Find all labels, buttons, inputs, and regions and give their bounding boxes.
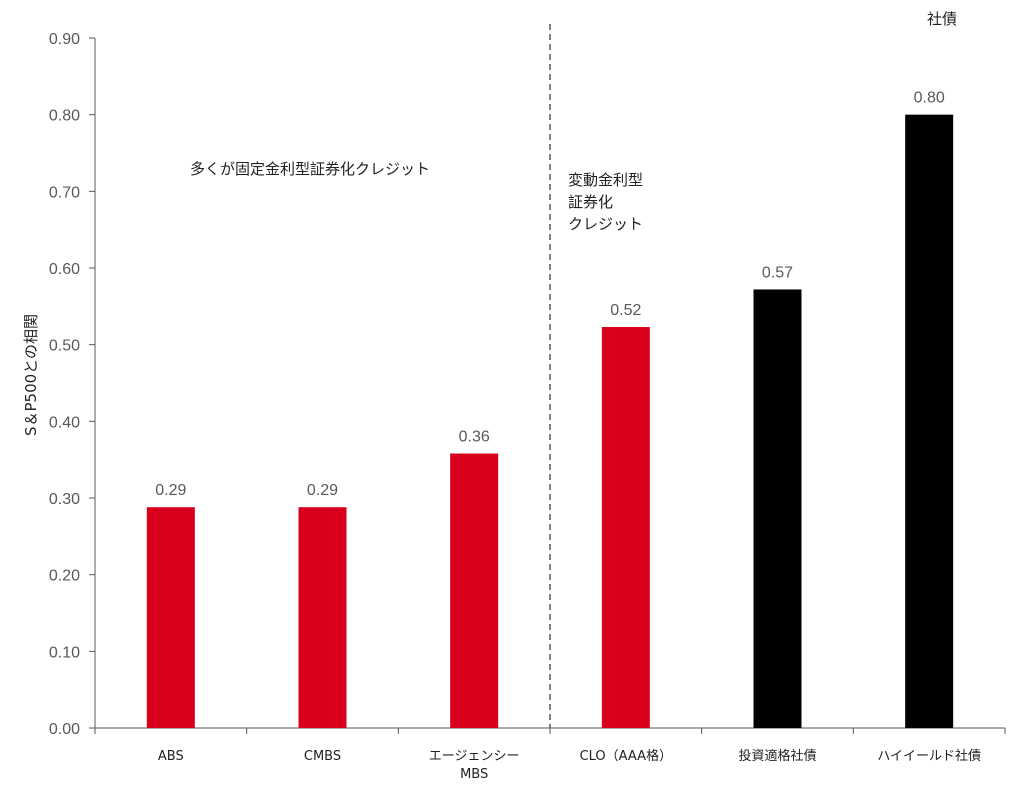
x-category-label: エージェンシー bbox=[429, 749, 520, 764]
x-category-label: MBS bbox=[460, 767, 488, 782]
bar bbox=[753, 289, 802, 728]
y-tick-label: 0.10 bbox=[49, 644, 80, 661]
bar bbox=[905, 114, 954, 728]
bar bbox=[146, 507, 195, 728]
y-tick-label: 0.00 bbox=[49, 721, 80, 738]
y-tick-label: 0.30 bbox=[49, 491, 80, 508]
x-category-label: 投資適格社債 bbox=[738, 748, 816, 764]
x-category-label: ABS bbox=[158, 749, 184, 764]
annotation-text: 社債 bbox=[927, 10, 957, 28]
value-label: 0.52 bbox=[610, 302, 641, 319]
value-label: 0.29 bbox=[155, 482, 186, 499]
y-tick-label: 0.40 bbox=[49, 414, 80, 431]
bar bbox=[298, 507, 347, 728]
annotation-text: 証券化 bbox=[568, 193, 613, 211]
x-category-label: ハイイールド社債 bbox=[877, 748, 981, 764]
annotation-text: 変動金利型 bbox=[568, 171, 643, 189]
value-label: 0.36 bbox=[459, 429, 490, 446]
y-tick-label: 0.80 bbox=[49, 108, 80, 125]
y-tick-label: 0.60 bbox=[49, 261, 80, 278]
y-tick-label: 0.90 bbox=[49, 31, 80, 48]
x-category-label: CLO（AAA格） bbox=[580, 748, 673, 764]
value-label: 0.29 bbox=[307, 482, 338, 499]
annotation-text: 多くが固定金利型証券化クレジット bbox=[190, 160, 430, 178]
value-label: 0.57 bbox=[762, 264, 793, 281]
x-category-label: CMBS bbox=[304, 749, 341, 764]
annotation-text: クレジット bbox=[568, 215, 643, 233]
y-axis-title: S＆P500との相関 bbox=[22, 314, 40, 436]
y-tick-label: 0.20 bbox=[49, 568, 80, 585]
value-label: 0.80 bbox=[914, 90, 945, 107]
y-tick-label: 0.50 bbox=[49, 338, 80, 355]
bar bbox=[601, 327, 650, 728]
y-tick-label: 0.70 bbox=[49, 184, 80, 201]
bar bbox=[450, 453, 499, 728]
